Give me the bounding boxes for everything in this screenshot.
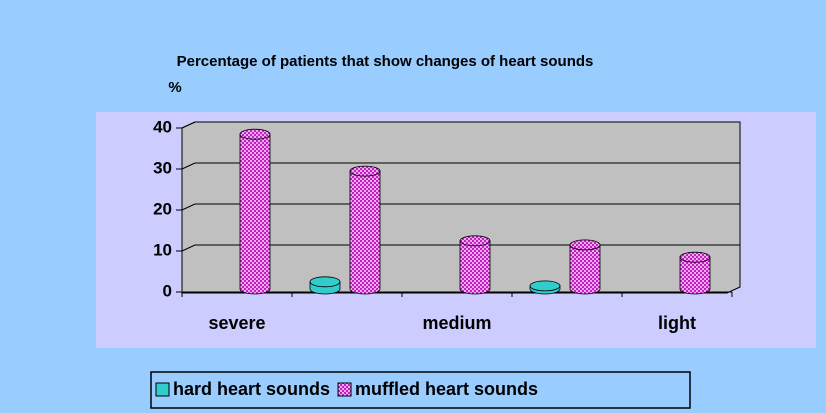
bar-body (459, 240, 491, 295)
y-tick-label: 40 (153, 117, 172, 136)
legend (150, 371, 691, 409)
bar (459, 235, 491, 295)
grid-line (181, 244, 196, 252)
y-tick-label: 20 (153, 199, 172, 218)
grid-line (181, 162, 196, 170)
legend-swatch (337, 382, 352, 397)
legend-swatch (155, 382, 170, 397)
y-tick-label: 10 (153, 240, 172, 259)
y-tick-label: 0 (163, 281, 172, 300)
bar-top (309, 276, 341, 288)
x-tick-label: severe (208, 313, 265, 333)
bar (529, 280, 561, 295)
bar-body (349, 170, 381, 295)
bar-top (569, 239, 601, 251)
y-axis-label: % (168, 79, 181, 96)
bar-top (459, 235, 491, 247)
bar-top (679, 251, 711, 263)
grid-line (181, 121, 196, 129)
x-tick-label: medium (422, 313, 491, 333)
grid-line (181, 203, 196, 211)
bar-body (679, 256, 711, 295)
x-tick-label: light (658, 313, 696, 333)
chart-title: Percentage of patients that show changes… (177, 53, 594, 70)
bar-top (239, 128, 271, 140)
y-tick-label: 30 (153, 158, 172, 177)
bar (309, 276, 341, 295)
bar (239, 128, 271, 295)
bar-body (569, 244, 601, 295)
bar (569, 239, 601, 295)
bar (349, 165, 381, 295)
bar (679, 251, 711, 295)
bar-top (349, 165, 381, 177)
legend-label: hard heart sounds (173, 379, 330, 399)
bar-body (239, 133, 271, 295)
bar-top (529, 280, 561, 292)
legend-label: muffled heart sounds (355, 379, 538, 399)
